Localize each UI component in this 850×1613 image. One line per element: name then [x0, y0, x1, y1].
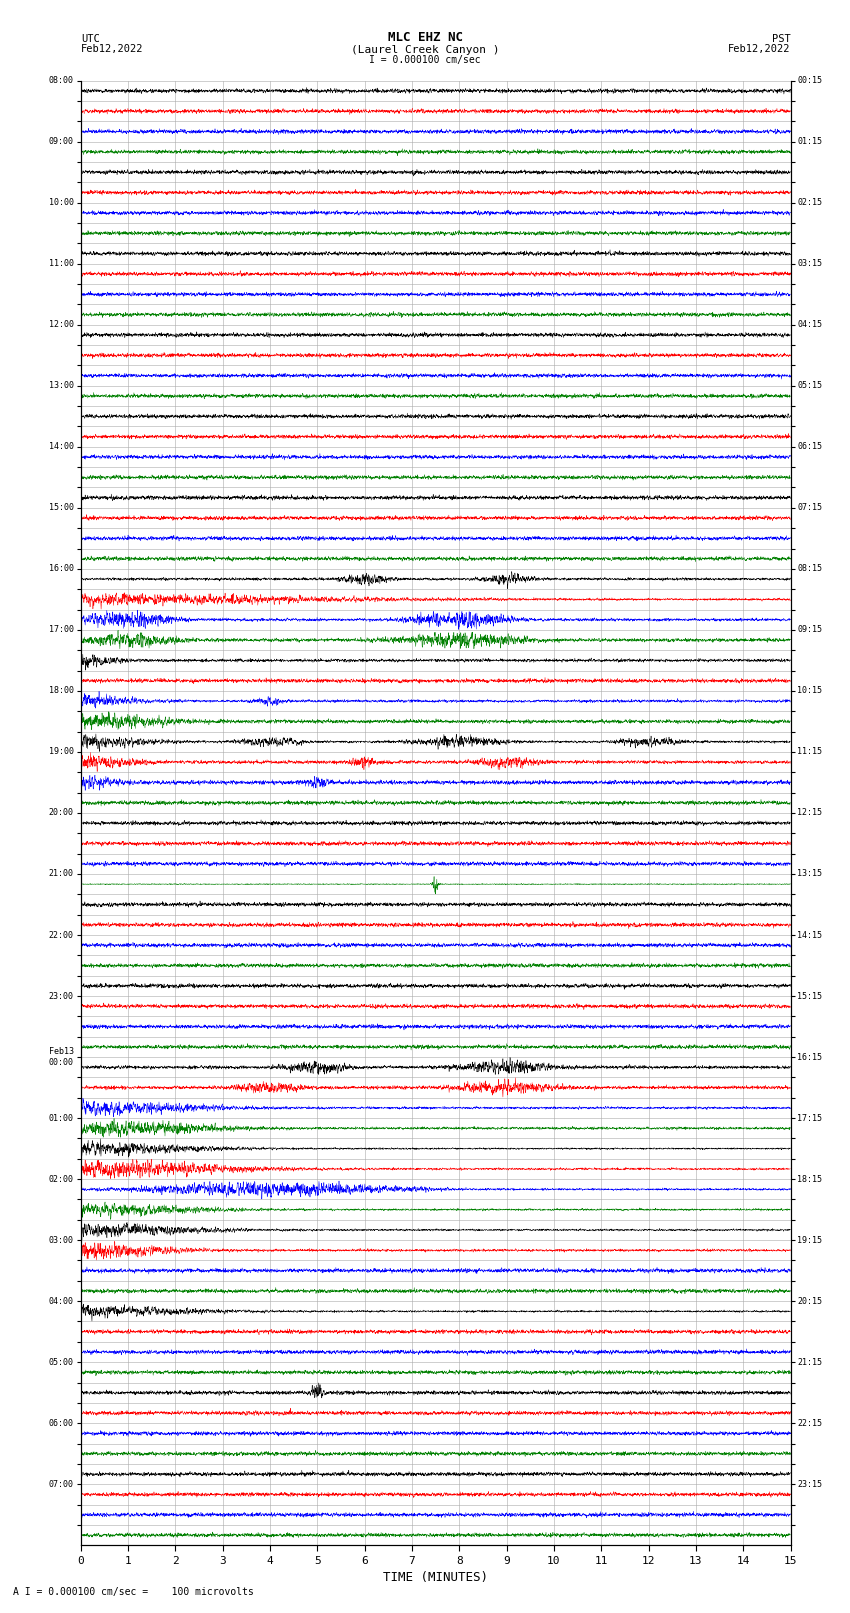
X-axis label: TIME (MINUTES): TIME (MINUTES) — [383, 1571, 488, 1584]
Text: I = 0.000100 cm/sec: I = 0.000100 cm/sec — [369, 55, 481, 65]
Text: MLC EHZ NC: MLC EHZ NC — [388, 31, 462, 44]
Text: PST: PST — [772, 34, 791, 44]
Text: Feb12,2022: Feb12,2022 — [728, 44, 791, 53]
Text: UTC: UTC — [81, 34, 99, 44]
Text: (Laurel Creek Canyon ): (Laurel Creek Canyon ) — [351, 45, 499, 55]
Text: Feb12,2022: Feb12,2022 — [81, 44, 144, 53]
Text: A I = 0.000100 cm/sec =    100 microvolts: A I = 0.000100 cm/sec = 100 microvolts — [13, 1587, 253, 1597]
